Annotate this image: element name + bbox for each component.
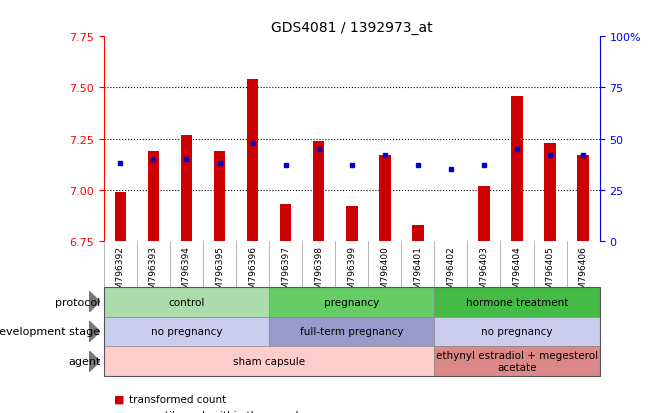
Bar	[412, 225, 423, 242]
Bar	[115, 192, 126, 242]
Text: GSM796402: GSM796402	[446, 245, 456, 300]
Text: GSM796397: GSM796397	[281, 245, 290, 300]
Bar	[181, 135, 192, 242]
Bar	[147, 152, 159, 242]
Text: GSM796405: GSM796405	[545, 245, 555, 300]
Bar	[511, 97, 523, 242]
Text: GSM796401: GSM796401	[413, 245, 422, 300]
Text: sham capsule: sham capsule	[233, 356, 305, 366]
Bar	[578, 156, 589, 242]
Text: GSM796403: GSM796403	[480, 245, 488, 300]
Polygon shape	[89, 321, 100, 342]
Text: no pregnancy: no pregnancy	[151, 327, 222, 337]
Text: GSM796406: GSM796406	[579, 245, 588, 300]
Text: development stage: development stage	[0, 327, 100, 337]
Title: GDS4081 / 1392973_at: GDS4081 / 1392973_at	[271, 21, 433, 35]
Text: ■: ■	[114, 411, 125, 413]
Text: GSM796404: GSM796404	[513, 245, 521, 300]
Bar	[247, 80, 259, 242]
Bar	[478, 186, 490, 242]
Text: GSM796394: GSM796394	[182, 245, 191, 300]
Text: no pregnancy: no pregnancy	[481, 327, 553, 337]
Bar	[214, 152, 225, 242]
Text: GSM796398: GSM796398	[314, 245, 323, 300]
Text: GSM796396: GSM796396	[248, 245, 257, 300]
Text: percentile rank within the sample: percentile rank within the sample	[129, 411, 306, 413]
Text: GSM796392: GSM796392	[116, 245, 125, 300]
Text: agent: agent	[68, 356, 100, 366]
Text: protocol: protocol	[55, 297, 100, 307]
Text: GSM796400: GSM796400	[381, 245, 389, 300]
Polygon shape	[89, 292, 100, 312]
Text: full-term pregnancy: full-term pregnancy	[300, 327, 403, 337]
Text: pregnancy: pregnancy	[324, 297, 379, 307]
Bar	[280, 205, 291, 242]
Polygon shape	[89, 351, 100, 372]
Bar	[313, 141, 324, 242]
Text: ■: ■	[114, 394, 125, 404]
Text: GSM796395: GSM796395	[215, 245, 224, 300]
Bar	[346, 207, 358, 242]
Text: GSM796393: GSM796393	[149, 245, 158, 300]
Text: transformed count: transformed count	[129, 394, 226, 404]
Text: hormone treatment: hormone treatment	[466, 297, 568, 307]
Bar	[379, 156, 391, 242]
Bar	[544, 143, 556, 242]
Text: ethynyl estradiol + megesterol
acetate: ethynyl estradiol + megesterol acetate	[436, 351, 598, 372]
Text: control: control	[168, 297, 204, 307]
Text: GSM796399: GSM796399	[347, 245, 356, 300]
